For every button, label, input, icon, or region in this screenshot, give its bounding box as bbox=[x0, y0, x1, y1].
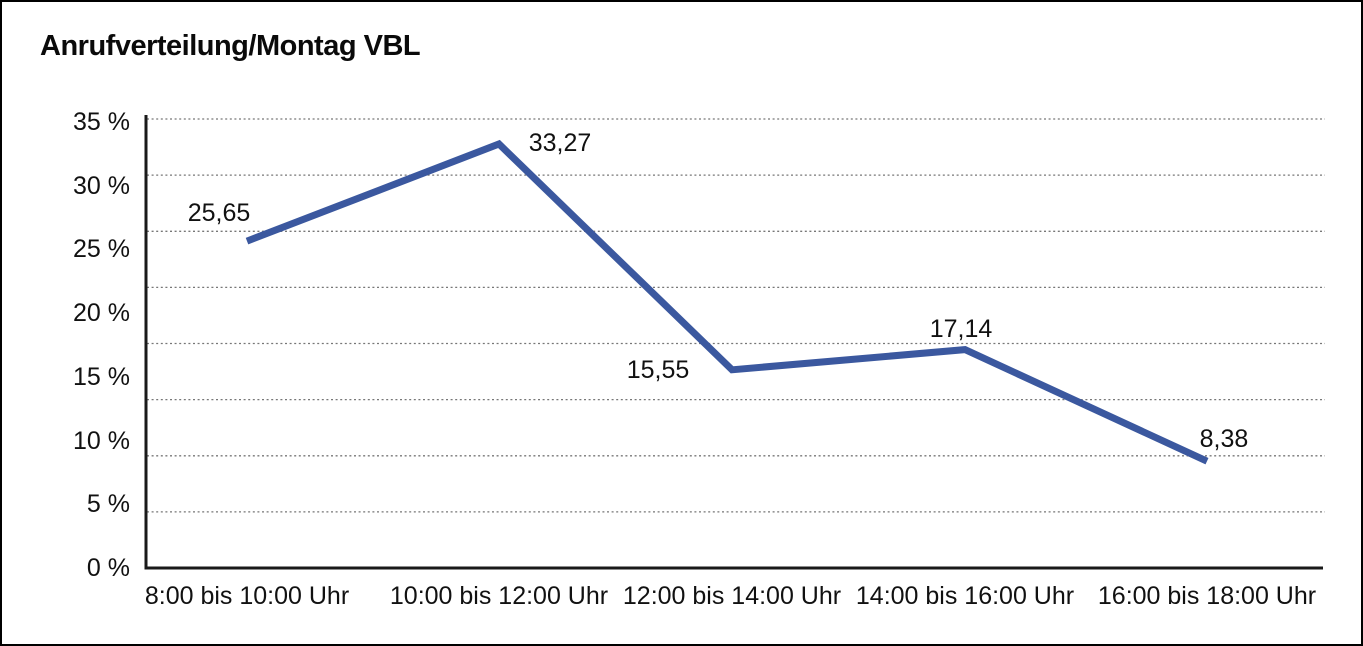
y-axis-tick-label: 5 % bbox=[86, 490, 130, 518]
x-axis-category-label: 14:00 bis 16:00 Uhr bbox=[855, 582, 1075, 610]
x-axis-category-label: 16:00 bis 18:00 Uhr bbox=[1097, 582, 1317, 610]
data-point-value-label: 33,27 bbox=[528, 129, 592, 157]
data-point-value-label: 8,38 bbox=[1199, 425, 1249, 453]
y-axis-tick-label: 30 % bbox=[73, 172, 130, 200]
x-axis-category-label: 8:00 bis 10:00 Uhr bbox=[144, 582, 350, 610]
data-point-value-label: 17,14 bbox=[929, 315, 993, 343]
y-axis-tick-label: 20 % bbox=[73, 299, 130, 327]
chart-title: Anrufverteilung/Montag VBL bbox=[40, 30, 421, 62]
y-axis-tick-label: 25 % bbox=[73, 235, 130, 263]
y-axis-tick-label: 0 % bbox=[86, 554, 130, 582]
data-point-value-label: 15,55 bbox=[626, 356, 690, 384]
y-axis-tick-label: 35 % bbox=[73, 108, 130, 136]
x-axis-category-label: 10:00 bis 12:00 Uhr bbox=[389, 582, 609, 610]
y-axis-tick-label: 10 % bbox=[73, 427, 130, 455]
x-axis-category-label: 12:00 bis 14:00 Uhr bbox=[622, 582, 842, 610]
data-point-value-label: 25,65 bbox=[187, 199, 251, 227]
data-series-line bbox=[245, 139, 1209, 465]
y-axis-tick-label: 15 % bbox=[73, 363, 130, 391]
